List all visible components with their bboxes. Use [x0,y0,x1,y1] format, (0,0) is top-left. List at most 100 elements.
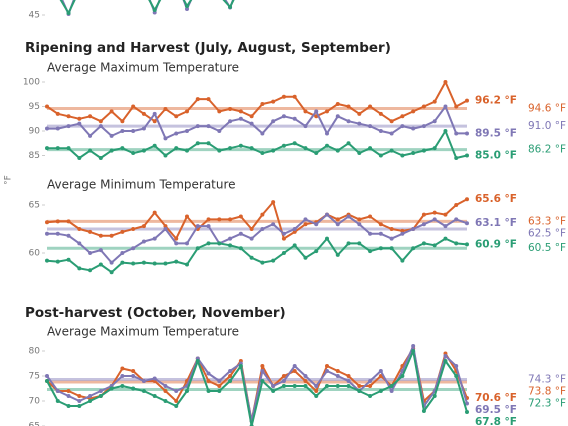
data-point [206,241,211,246]
data-point [98,124,103,129]
data-point [131,227,136,231]
data-point [260,151,265,156]
data-point [271,258,276,263]
data-point [260,227,265,231]
data-point [335,369,340,373]
data-point [206,389,211,393]
data-point [454,203,459,207]
data-point [411,246,416,251]
data-point [303,217,308,222]
data-point [421,148,426,153]
data-point [346,379,351,383]
data-point [378,246,383,251]
data-point [98,394,103,398]
data-point [368,231,373,236]
data-point [195,246,200,251]
data-point [325,369,329,373]
data-point [335,374,340,378]
data-point [292,227,297,231]
data-point [98,248,103,253]
data-point [368,214,373,219]
data-point [131,104,136,109]
panel-subtitle: Average Maximum Temperature [47,325,239,339]
series-line [47,213,468,264]
data-point [378,153,383,158]
data-point [281,384,286,388]
data-point [368,249,373,254]
data-point [174,259,179,264]
data-point [454,217,459,222]
data-point [206,371,211,376]
data-point [174,131,179,136]
data-point [325,109,329,114]
data-point [55,389,60,393]
data-point [249,146,254,151]
data-point [368,394,373,398]
data-point [400,228,405,233]
panel-subtitle: Average Maximum Temperature [47,61,239,75]
data-point [271,148,276,153]
data-point [131,261,136,266]
data-point [120,260,125,265]
data-point [465,153,469,158]
data-point [152,236,157,241]
data-point [45,126,49,131]
data-point [206,97,211,102]
data-point [292,94,297,99]
data-point [357,384,362,388]
data-point [281,94,286,99]
data-point [303,124,308,129]
data-point [303,109,308,114]
data-point [260,364,265,368]
data-point [346,374,351,378]
last-value-label: 65.6 °F [475,193,517,205]
data-point [389,148,394,153]
data-point [411,151,416,156]
data-point [443,354,448,358]
data-point [174,146,179,151]
data-point [206,141,211,146]
data-point [378,369,383,373]
data-point [77,241,82,246]
data-point [421,409,426,413]
data-point [185,7,189,11]
data-point [357,222,362,227]
data-point [400,124,405,129]
y-tick-label: 75 [29,372,40,382]
data-point [271,384,276,388]
data-point [88,148,93,153]
series-line [46,81,468,123]
data-point [120,129,125,133]
data-point [141,379,146,383]
data-point [346,141,351,146]
data-point [335,102,340,107]
data-point [141,111,146,116]
section-title: Ripening and Harvest (July, August, Sept… [25,40,391,56]
data-point [206,217,211,222]
data-point [281,251,286,255]
data-point [454,155,459,160]
mean-label: 74.3 °F [528,374,566,386]
data-point [314,151,319,156]
data-point [98,233,103,238]
series-line [61,0,235,15]
data-point [346,104,351,109]
data-point [98,262,103,267]
data-point [109,270,114,275]
data-point [292,141,297,146]
data-point [346,119,351,124]
data-point [152,8,157,12]
data-point [357,241,362,246]
data-point [195,359,200,363]
data-point [411,344,416,348]
data-point [389,131,394,136]
data-point [45,231,49,236]
data-point [281,231,286,236]
data-point [421,212,426,217]
section-title: Post-harvest (October, November) [25,305,286,321]
data-point [228,379,233,383]
series-line [59,0,235,14]
data-point [335,217,340,222]
data-point [378,129,383,133]
